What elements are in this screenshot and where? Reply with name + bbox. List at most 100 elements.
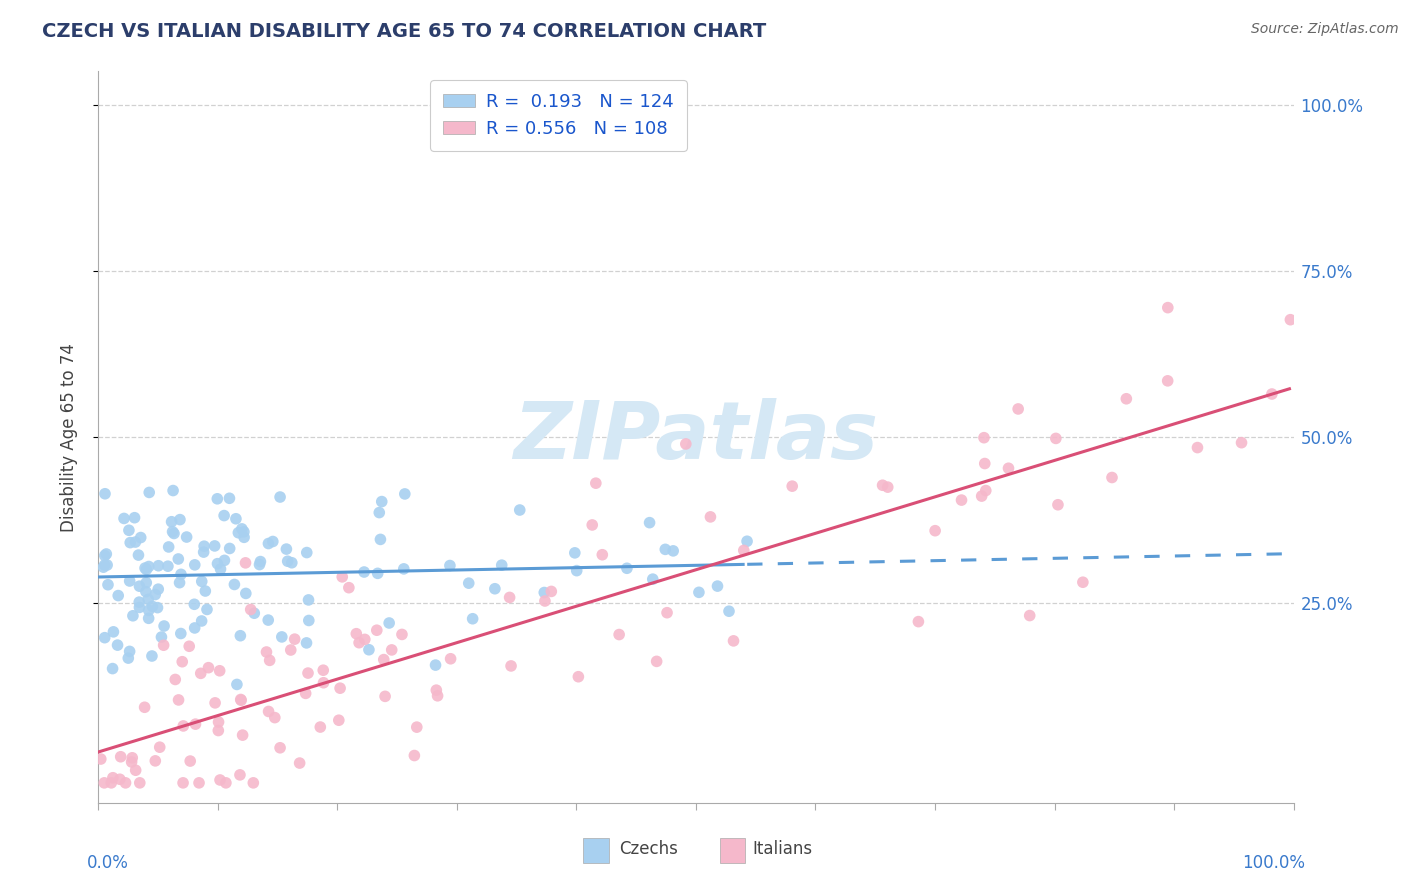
Point bbox=[169, 513, 191, 527]
Point bbox=[108, 772, 131, 787]
Point bbox=[239, 602, 262, 616]
Point bbox=[97, 578, 120, 592]
Point bbox=[94, 487, 117, 501]
Point bbox=[138, 611, 160, 625]
Point bbox=[1230, 435, 1253, 450]
Point bbox=[1157, 301, 1180, 315]
Point bbox=[723, 633, 745, 648]
Point bbox=[172, 655, 194, 669]
Point bbox=[277, 554, 299, 568]
Point bbox=[371, 494, 394, 508]
Point bbox=[122, 608, 145, 623]
Point bbox=[135, 575, 157, 590]
Point bbox=[295, 636, 318, 650]
Point bbox=[179, 754, 201, 768]
Point bbox=[970, 489, 993, 503]
Point bbox=[207, 714, 229, 729]
Point bbox=[249, 555, 271, 569]
Point bbox=[146, 600, 169, 615]
Point bbox=[225, 512, 247, 526]
Point bbox=[638, 516, 661, 530]
Point bbox=[235, 556, 257, 570]
Point bbox=[184, 558, 207, 572]
Point bbox=[259, 653, 281, 667]
Point bbox=[93, 560, 115, 574]
Point bbox=[344, 626, 367, 640]
Text: 0.0%: 0.0% bbox=[87, 854, 128, 872]
Point bbox=[188, 776, 211, 790]
Point bbox=[101, 771, 124, 785]
Point bbox=[148, 582, 170, 597]
Point bbox=[114, 776, 136, 790]
Point bbox=[581, 518, 603, 533]
Point bbox=[243, 606, 266, 620]
Point bbox=[162, 483, 184, 498]
Point bbox=[309, 720, 332, 734]
Point bbox=[973, 431, 995, 445]
Point bbox=[378, 615, 401, 630]
Point bbox=[1156, 374, 1178, 388]
Point bbox=[163, 526, 186, 541]
Point bbox=[141, 648, 163, 663]
Point bbox=[232, 728, 254, 742]
Point bbox=[780, 479, 803, 493]
Point bbox=[228, 525, 250, 540]
Point bbox=[235, 586, 257, 600]
Point bbox=[138, 559, 160, 574]
Point bbox=[297, 593, 319, 607]
Text: Czechs: Czechs bbox=[619, 840, 678, 858]
Point bbox=[439, 652, 461, 666]
Point bbox=[404, 748, 426, 763]
Point bbox=[229, 692, 252, 706]
Point bbox=[699, 509, 721, 524]
Point bbox=[367, 566, 389, 581]
Point bbox=[208, 772, 231, 787]
Point bbox=[183, 621, 205, 635]
Point bbox=[143, 754, 166, 768]
Point bbox=[207, 491, 229, 506]
Point bbox=[100, 776, 122, 790]
Point bbox=[269, 740, 291, 755]
Point bbox=[294, 686, 316, 700]
Point bbox=[298, 614, 321, 628]
Point bbox=[297, 666, 319, 681]
Point bbox=[276, 542, 298, 557]
Point bbox=[498, 591, 520, 605]
Point bbox=[207, 723, 229, 738]
Point bbox=[136, 592, 159, 607]
Point bbox=[138, 485, 160, 500]
Point bbox=[655, 606, 678, 620]
Point bbox=[461, 612, 484, 626]
Point bbox=[353, 632, 375, 647]
Text: Italians: Italians bbox=[752, 840, 813, 858]
Point bbox=[138, 603, 160, 617]
Point bbox=[950, 493, 973, 508]
Point bbox=[143, 588, 166, 602]
Point bbox=[93, 776, 115, 790]
Point bbox=[167, 693, 190, 707]
Point bbox=[645, 654, 668, 668]
Point bbox=[263, 710, 285, 724]
Point bbox=[312, 663, 335, 677]
Point bbox=[157, 540, 180, 554]
Point bbox=[641, 572, 664, 586]
Point bbox=[134, 561, 156, 575]
Point bbox=[214, 553, 236, 567]
Point bbox=[124, 763, 146, 777]
Point bbox=[353, 565, 375, 579]
Point bbox=[152, 638, 174, 652]
Point bbox=[373, 652, 395, 666]
Point bbox=[1018, 608, 1040, 623]
Point bbox=[134, 700, 156, 714]
Point bbox=[269, 490, 291, 504]
Point bbox=[973, 457, 995, 471]
Point bbox=[167, 552, 190, 566]
Point bbox=[179, 640, 201, 654]
Point bbox=[96, 547, 118, 561]
Point bbox=[262, 534, 284, 549]
Point bbox=[370, 533, 392, 547]
Point bbox=[118, 574, 141, 588]
Point bbox=[233, 530, 256, 544]
Point bbox=[499, 659, 522, 673]
Point bbox=[1279, 312, 1302, 326]
